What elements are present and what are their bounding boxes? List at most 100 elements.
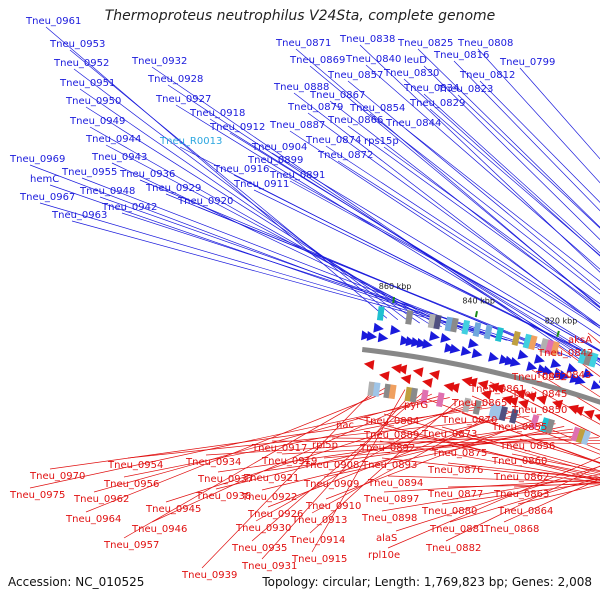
label-line (69, 49, 399, 321)
label-line (445, 465, 600, 542)
gene-label-reverse: alaS (376, 533, 397, 544)
label-line (429, 108, 600, 256)
reverse-gene-arrow (518, 399, 529, 410)
gene-label-forward: hemC (30, 174, 59, 185)
label-line (329, 100, 600, 312)
forward-gene-arrow (471, 348, 483, 359)
reverse-gene-arrow (400, 374, 412, 385)
label-line (123, 404, 486, 478)
gene-label-reverse: Tneu_0884 (363, 416, 419, 427)
label-line (461, 412, 600, 463)
label-line (201, 385, 379, 569)
feature-shade-box (494, 326, 504, 342)
reverse-gene-arrow (477, 380, 489, 390)
forward-gene-arrow (411, 337, 422, 347)
gene-label-forward: Tneu_0816 (433, 50, 489, 61)
label-line (381, 457, 600, 483)
gene-label-reverse: Tneu_0945 (145, 504, 201, 515)
reverse-gene-arrow (396, 364, 408, 375)
gene-label-reverse: Tneu_0861 (469, 384, 525, 395)
label-line (251, 392, 424, 542)
label-line (447, 462, 600, 480)
gene-label-reverse: Tneu_0934 (185, 457, 241, 468)
gene-label-forward: Tneu_0844 (385, 118, 441, 129)
label-line (309, 399, 459, 534)
label-line (85, 387, 397, 513)
label-line (477, 48, 600, 184)
reverse-gene-arrow (573, 406, 585, 416)
gene-label-forward: Tneu_0967 (19, 192, 75, 203)
backbone-arc (361, 347, 600, 405)
gene-label-reverse: Tneu_0922 (241, 492, 297, 503)
gene-feature-track (361, 306, 600, 446)
gene-label-forward: Tneu_0823 (437, 84, 493, 95)
gene-label-forward: Tneu_0929 (145, 183, 201, 194)
gene-label-forward: Tneu_0952 (53, 58, 109, 69)
label-line (73, 68, 410, 322)
gene-label-forward: Tneu_0932 (131, 56, 187, 67)
gene-label-forward: Tneu_0829 (409, 98, 465, 109)
gene-label-forward: leuD (404, 55, 427, 66)
accession-text: Accession: NC_010525 (8, 575, 145, 589)
genome-summary-text: Topology: circular; Length: 1,769,823 bp… (262, 575, 592, 589)
feature-shade-box (550, 341, 560, 357)
gene-label-forward: Tneu_0874 (305, 135, 361, 146)
gene-label-forward: Tneu_0840 (345, 54, 401, 65)
label-line (81, 177, 497, 339)
gene-label-reverse: Tneu_0863 (493, 489, 549, 500)
reverse-gene-arrow (378, 371, 390, 382)
label-line (381, 474, 600, 512)
label-line (267, 165, 600, 352)
gene-label-reverse: Tneu_0889 (363, 430, 419, 441)
gene-label-reverse: aksA (568, 335, 592, 346)
label-line (337, 160, 600, 329)
feature-shade-box (580, 429, 592, 446)
label-line (93, 395, 441, 493)
gene-label-reverse: nac (336, 420, 354, 431)
label-line (175, 104, 600, 366)
label-line (513, 469, 600, 479)
label-line (29, 164, 475, 334)
label-line (209, 118, 600, 363)
label-line (215, 413, 521, 490)
label-line (197, 206, 572, 358)
gene-label-reverse: Tneu_0897 (363, 494, 419, 505)
label-line (261, 390, 415, 560)
label-line (123, 386, 388, 539)
gene-label-forward: Tneu_0879 (287, 102, 343, 113)
gene-label-reverse: Tneu_0946 (131, 524, 187, 535)
gene-label-reverse: Tneu_0880 (421, 506, 477, 517)
gene-label-reverse: Tneu_0931 (241, 561, 297, 572)
gene-label-forward: Tneu_0942 (101, 202, 157, 213)
gene-label-forward: Tneu_0834 (403, 83, 459, 94)
gene-label-reverse: Tneu_0909 (303, 479, 359, 490)
label-line (423, 65, 600, 241)
label-line (449, 476, 600, 523)
label-line (387, 475, 600, 483)
feature-shade-box (427, 313, 437, 329)
forward-gene-arrow (509, 357, 521, 367)
gene-label-reverse: Tneu_0864 (497, 506, 553, 517)
label-line (289, 180, 600, 352)
gene-label-forward: Tneu_0830 (383, 68, 439, 79)
reverse-gene-arrow (536, 395, 548, 405)
label-line (453, 60, 600, 212)
label-line (369, 113, 600, 295)
gene-label-reverse: Tneu_0876 (427, 465, 483, 476)
feature-shade-box (388, 384, 397, 400)
reverse-gene-arrow (480, 390, 492, 400)
feature-shade-box (522, 333, 532, 349)
gene-label-forward: Tneu_0949 (69, 116, 125, 127)
label-line (151, 393, 433, 523)
gene-label-reverse: Tneu_0915 (291, 554, 347, 565)
gene-label-reverse: Tneu_0917 (251, 443, 307, 454)
feature-shade-box (372, 382, 381, 397)
label-line (271, 440, 600, 444)
gene-label-reverse: Tneu_0892 (359, 443, 415, 454)
gene-label-forward: Tneu_0948 (79, 186, 135, 197)
forward-gene-arrow (533, 353, 545, 364)
forward-gene-arrow (377, 332, 389, 343)
gene-label-reverse: Tneu_0865 (451, 398, 507, 409)
gene-label-reverse: Tneu_0921 (243, 473, 299, 484)
